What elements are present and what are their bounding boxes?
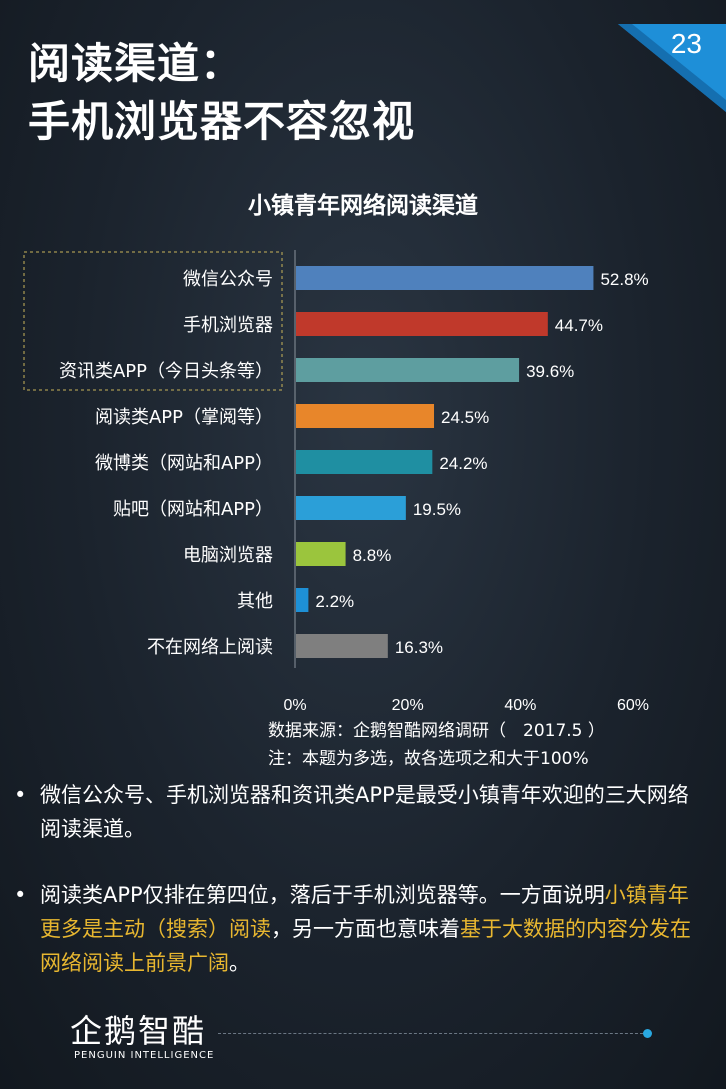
- x-tick-label: 60%: [617, 697, 649, 710]
- category-label: 不在网络上阅读: [147, 637, 273, 658]
- highlight-text: 基于大数据的内容分发在网络阅读上前景广阔: [40, 917, 691, 975]
- bullet-text-part: ，另一方面也意味着: [271, 917, 460, 941]
- page-title-line-2: 手机浏览器不容忽视: [28, 97, 416, 146]
- category-label: 资讯类APP（今日头条等）: [59, 361, 273, 382]
- multi-select-note: 注：本题为多选，故各选项之和大于100%: [268, 749, 589, 769]
- footer-logo-subtitle: PENGUIN INTELLIGENCE: [74, 1050, 215, 1061]
- bar: [296, 496, 406, 520]
- value-label: 19.5%: [413, 500, 461, 519]
- x-tick-label: 0%: [283, 697, 306, 710]
- category-label: 贴吧（网站和APP）: [113, 499, 273, 520]
- bullet-item-2: • 阅读类APP仅排在第四位，落后于手机浏览器等。一方面说明小镇青年更多是主动（…: [14, 878, 704, 980]
- footer-dashed-line: [218, 1033, 648, 1034]
- bar: [296, 588, 309, 612]
- footer-dot-icon: [643, 1029, 652, 1038]
- bar: [296, 542, 346, 566]
- value-label: 39.6%: [526, 362, 574, 381]
- corner-triangle-shadow: [618, 24, 726, 112]
- highlight-text: 小镇青年更多是主动（搜索）阅读: [40, 883, 689, 941]
- bar: [296, 404, 435, 428]
- bar: [296, 358, 520, 382]
- category-label: 电脑浏览器: [183, 545, 273, 566]
- category-label: 手机浏览器: [183, 315, 273, 336]
- value-label: 2.2%: [315, 592, 354, 611]
- value-label: 52.8%: [600, 270, 648, 289]
- bullet-dot: •: [14, 883, 27, 907]
- bullet-dot: •: [14, 783, 27, 807]
- category-label: 微博类（网站和APP）: [95, 453, 273, 474]
- value-label: 24.2%: [439, 454, 487, 473]
- bullet-text-part: 阅读类APP仅排在第四位，落后于手机浏览器等。一方面说明: [40, 883, 605, 907]
- footer-logo: 企鹅智酷: [70, 1012, 207, 1050]
- source-note: 数据来源：企鹅智酷网络调研（ 2017.5 ）: [268, 721, 605, 741]
- page-title-line-1: 阅读渠道：: [28, 39, 244, 88]
- highlight-box: [23, 251, 283, 391]
- bullet-item-1: • 微信公众号、手机浏览器和资讯类APP是最受小镇青年欢迎的三大网络阅读渠道。: [14, 778, 704, 846]
- x-tick-label: 20%: [392, 697, 424, 710]
- bar-chart: 微信公众号 52.8% 手机浏览器 44.7% 资讯类APP（今日头条等） 39.6% 阅读…: [23, 250, 649, 710]
- value-label: 24.5%: [441, 408, 489, 427]
- bullet-text: 微信公众号、手机浏览器和资讯类APP是最受小镇青年欢迎的三大网络阅读渠道。: [40, 783, 689, 841]
- category-label: 其他: [237, 591, 273, 612]
- page-number: 23: [670, 28, 702, 59]
- value-label: 44.7%: [555, 316, 603, 335]
- value-label: 16.3%: [395, 638, 443, 657]
- x-tick-label: 40%: [504, 697, 536, 710]
- category-label: 阅读类APP（掌阅等）: [95, 407, 273, 428]
- bullet-text: 阅读类APP仅排在第四位，落后于手机浏览器等。一方面说明小镇青年更多是主动（搜索…: [14, 878, 704, 980]
- corner-triangle-badge: [618, 24, 726, 112]
- value-label: 8.8%: [353, 546, 392, 565]
- category-label: 微信公众号: [183, 269, 273, 290]
- chart-title: 小镇青年网络阅读渠道: [248, 193, 478, 219]
- bar: [296, 312, 548, 336]
- bar: [296, 634, 388, 658]
- bullet-text-part: 。: [229, 951, 250, 975]
- bar: [296, 266, 594, 290]
- bar: [296, 450, 433, 474]
